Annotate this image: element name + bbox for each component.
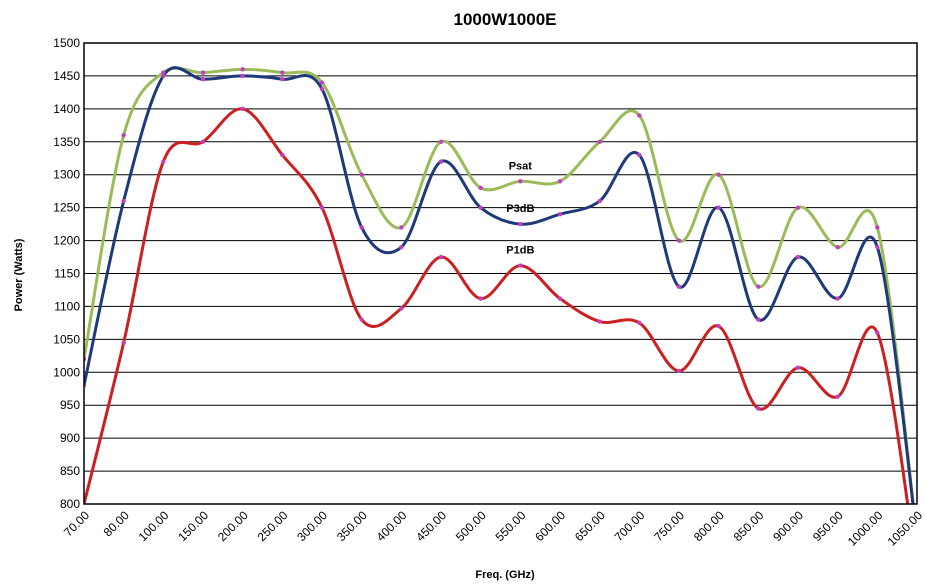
y-tick-label: 1500 [53,36,80,50]
y-tick-label: 900 [60,431,80,445]
data-point-p3db [121,198,126,204]
y-tick-label: 1200 [53,234,80,248]
data-point-p1db [716,323,721,329]
data-point-p1db [756,406,761,411]
data-point-p1db [795,365,801,370]
y-tick-label: 1150 [54,267,80,281]
data-point-p3db [637,152,642,158]
data-point-p3db [319,86,325,92]
data-point-p3db [161,73,166,79]
y-tick-label: 1350 [53,135,80,149]
data-point-psat [319,80,325,85]
series-annotation: Psat [509,160,533,172]
y-tick-label: 1300 [53,168,80,182]
y-tick-label: 1050 [53,332,80,346]
data-point-p1db [597,319,602,324]
data-point-psat [161,70,166,75]
data-point-p1db [121,340,126,345]
data-point-psat [676,238,682,243]
data-point-psat [756,284,761,289]
data-point-p1db [557,296,563,301]
data-point-p1db [200,139,206,144]
y-tick-label: 800 [60,497,80,511]
data-point-p3db [399,244,404,250]
y-tick-label: 1000 [53,365,80,379]
data-point-psat [835,244,840,250]
data-point-psat [716,172,721,177]
series-annotation: P3dB [506,203,534,215]
data-point-p1db [161,159,166,164]
data-point-p1db [518,263,523,268]
data-point-p3db [716,205,721,210]
series-line-psat [84,66,915,504]
y-axis-label: Power (Watts) [13,238,25,311]
series-line-p3db [84,66,915,504]
data-point-psat [121,133,126,138]
data-point-p1db [438,254,444,260]
data-point-p3db [200,77,206,82]
data-point-p1db [835,394,840,399]
data-point-psat [597,139,602,144]
data-point-p1db [280,152,285,158]
y-tick-label: 1100 [54,299,80,313]
data-point-p3db [835,296,840,301]
y-tick-label: 850 [60,464,80,478]
data-point-psat [557,179,563,184]
data-point-p1db [359,317,364,322]
data-point-p3db [756,317,761,322]
data-point-p3db [676,284,682,289]
data-point-psat [478,185,483,191]
data-point-psat [518,179,523,184]
data-point-p1db [478,296,483,301]
data-point-p3db [280,77,285,82]
data-point-p1db [676,368,682,374]
series-annotation: P1dB [506,245,534,257]
data-point-p3db [438,159,444,164]
plot-area-frame [83,42,918,505]
data-point-p1db [240,106,245,112]
data-point-psat [438,139,444,144]
series-annotations: Psat P3dB P1dB [506,160,534,256]
data-point-psat [359,172,364,177]
data-point-p1db [875,330,880,335]
data-point-psat [875,225,880,230]
data-point-psat [399,225,404,230]
chart-title: 1000W1000E [453,10,556,29]
y-tick-label: 950 [60,398,80,412]
data-point-psat [795,205,801,210]
data-point-p3db [240,73,245,79]
data-point-psat [200,70,206,75]
y-tick-label: 1450 [53,69,80,83]
data-point-p1db [637,320,642,326]
data-point-p3db [557,212,563,217]
data-point-p3db [875,244,880,250]
y-tick-label: 1250 [53,201,80,215]
data-point-psat [280,70,285,75]
data-point-p1db [399,306,404,311]
data-point-psat [240,67,245,72]
y-tick-labels: 800 850 900 950 1000 1050 1100 1150 1200 1250 1300… [53,36,80,511]
data-point-p3db [518,221,523,227]
data-points [84,67,880,504]
x-axis-label: Freq. (GHz) [475,569,535,581]
data-point-p3db [478,205,483,210]
y-tick-label: 1400 [53,102,80,116]
data-point-p3db [597,198,602,204]
data-point-p3db [795,254,801,260]
grid-lines [84,42,917,505]
data-point-psat [637,113,642,118]
data-point-p1db [319,205,325,210]
data-point-p3db [359,225,364,230]
